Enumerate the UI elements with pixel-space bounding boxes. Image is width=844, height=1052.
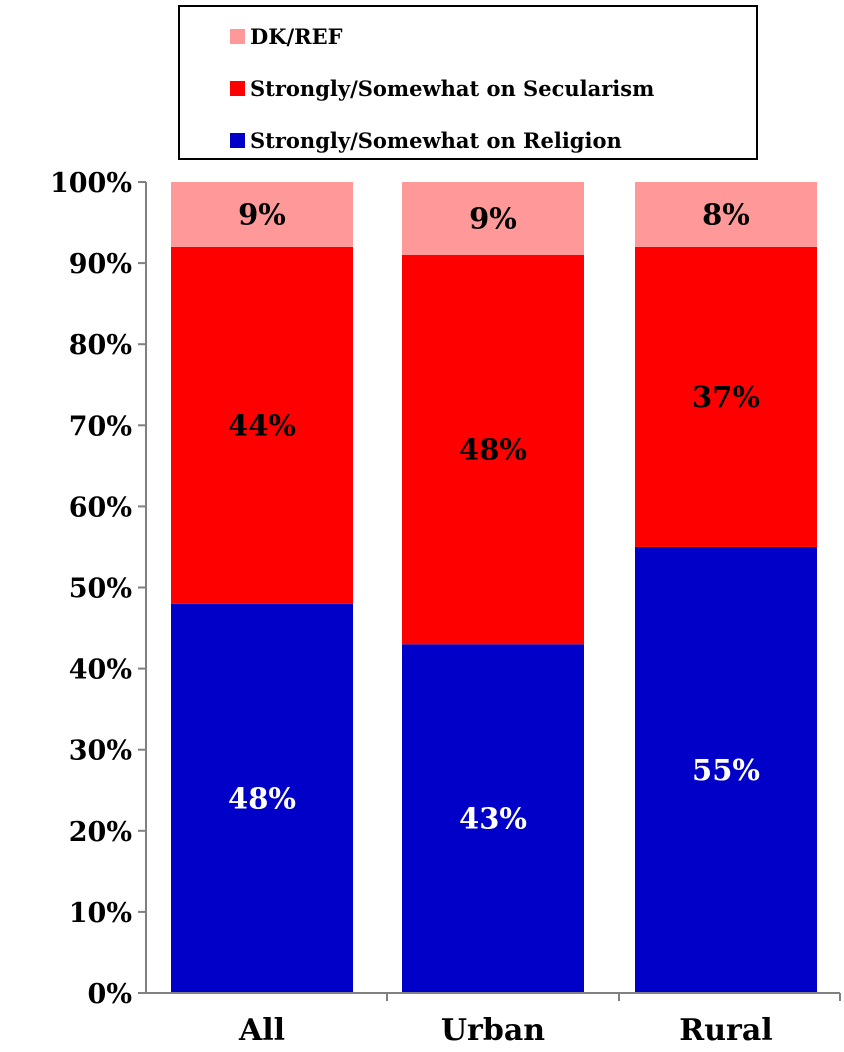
y-tick-label: 10% bbox=[69, 898, 132, 929]
y-tick-label: 60% bbox=[69, 492, 132, 523]
y-tick-label: 30% bbox=[69, 736, 132, 767]
legend-swatch bbox=[230, 80, 245, 96]
data-label: 37% bbox=[692, 380, 760, 414]
legend-label: Strongly/Somewhat on Secularism bbox=[250, 75, 655, 101]
y-tick-label: 70% bbox=[69, 411, 132, 442]
legend-item: Strongly/Somewhat on Secularism bbox=[230, 71, 654, 105]
data-label: 48% bbox=[459, 433, 527, 467]
data-label: 8% bbox=[702, 197, 750, 231]
bar-all-series-1 bbox=[171, 246, 353, 604]
legend-item: Strongly/Somewhat on Religion bbox=[230, 123, 622, 157]
bar-urban-series-0 bbox=[402, 644, 584, 993]
x-tick-label: All bbox=[238, 1013, 285, 1048]
bar-rural-series-2 bbox=[635, 182, 817, 247]
legend-swatch bbox=[230, 28, 245, 44]
legend-swatch bbox=[230, 132, 245, 148]
bar-rural-series-0 bbox=[635, 546, 817, 993]
y-tick-label: 40% bbox=[69, 655, 132, 686]
legend-item: DK/REF bbox=[230, 19, 343, 53]
chart-legend: DK/REF Strongly/Somewhat on Secularism Str… bbox=[178, 5, 758, 160]
x-tick-label: Urban bbox=[441, 1013, 545, 1048]
y-tick-label: 80% bbox=[69, 330, 132, 361]
data-label: 55% bbox=[692, 753, 760, 787]
y-tick-label: 20% bbox=[69, 817, 132, 848]
bar-urban-series-1 bbox=[402, 254, 584, 645]
data-label: 44% bbox=[228, 408, 296, 442]
x-tick-label: Rural bbox=[679, 1013, 772, 1048]
bar-urban-series-2 bbox=[402, 182, 584, 255]
y-tick-label: 50% bbox=[69, 574, 132, 605]
bar-all-series-0 bbox=[171, 603, 353, 993]
y-tick-label: 100% bbox=[50, 168, 132, 199]
data-label: 43% bbox=[459, 802, 527, 836]
bar-rural-series-1 bbox=[635, 246, 817, 547]
data-label: 48% bbox=[228, 781, 296, 815]
y-tick-label: 0% bbox=[88, 979, 132, 1010]
bar-all-series-2 bbox=[171, 182, 353, 247]
legend-label: DK/REF bbox=[250, 23, 343, 49]
y-tick-label: 90% bbox=[69, 249, 132, 280]
data-label: 9% bbox=[469, 201, 517, 235]
legend-label: Strongly/Somewhat on Religion bbox=[250, 127, 622, 153]
data-label: 9% bbox=[238, 197, 286, 231]
